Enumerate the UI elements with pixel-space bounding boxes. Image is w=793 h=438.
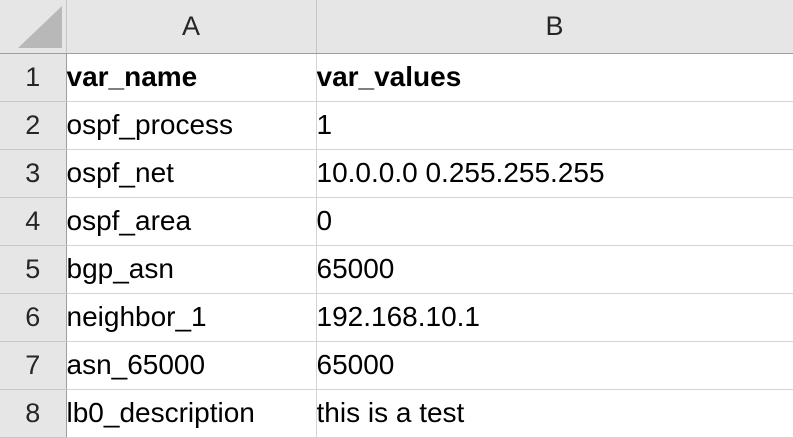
- cell-b5[interactable]: 65000: [316, 245, 793, 294]
- table-row: 8 lb0_description this is a test: [0, 389, 793, 438]
- cell-b7[interactable]: 65000: [316, 341, 793, 390]
- table-row: 7 asn_65000 65000: [0, 341, 793, 390]
- row-header[interactable]: 5: [0, 245, 67, 294]
- cell-a4[interactable]: ospf_area: [66, 197, 317, 246]
- cell-a3[interactable]: ospf_net: [66, 149, 317, 198]
- select-all-corner-icon: [17, 5, 62, 48]
- row-header[interactable]: 4: [0, 197, 67, 246]
- cell-b6[interactable]: 192.168.10.1: [316, 293, 793, 342]
- row-header[interactable]: 6: [0, 293, 67, 342]
- row-header[interactable]: 2: [0, 101, 67, 150]
- cell-b1[interactable]: var_values: [316, 53, 793, 102]
- select-all-button[interactable]: [0, 0, 67, 54]
- cell-b8[interactable]: this is a test: [316, 389, 793, 438]
- cell-a2[interactable]: ospf_process: [66, 101, 317, 150]
- cell-a1[interactable]: var_name: [66, 53, 317, 102]
- row-header[interactable]: 1: [0, 53, 67, 102]
- table-row: 4 ospf_area 0: [0, 197, 793, 246]
- table-row: 1 var_name var_values: [0, 53, 793, 102]
- table-row: 5 bgp_asn 65000: [0, 245, 793, 294]
- cell-a8[interactable]: lb0_description: [66, 389, 317, 438]
- table-row: 6 neighbor_1 192.168.10.1: [0, 293, 793, 342]
- column-header-a[interactable]: A: [66, 0, 317, 54]
- row-header[interactable]: 3: [0, 149, 67, 198]
- table-row: 2 ospf_process 1: [0, 101, 793, 150]
- column-header-row: A B: [0, 0, 793, 54]
- column-header-b[interactable]: B: [316, 0, 793, 54]
- cell-b4[interactable]: 0: [316, 197, 793, 246]
- cell-a6[interactable]: neighbor_1: [66, 293, 317, 342]
- cell-b3[interactable]: 10.0.0.0 0.255.255.255: [316, 149, 793, 198]
- row-header[interactable]: 7: [0, 341, 67, 390]
- cell-a5[interactable]: bgp_asn: [66, 245, 317, 294]
- cell-b2[interactable]: 1: [316, 101, 793, 150]
- row-header[interactable]: 8: [0, 389, 67, 438]
- table-row: 3 ospf_net 10.0.0.0 0.255.255.255: [0, 149, 793, 198]
- cell-a7[interactable]: asn_65000: [66, 341, 317, 390]
